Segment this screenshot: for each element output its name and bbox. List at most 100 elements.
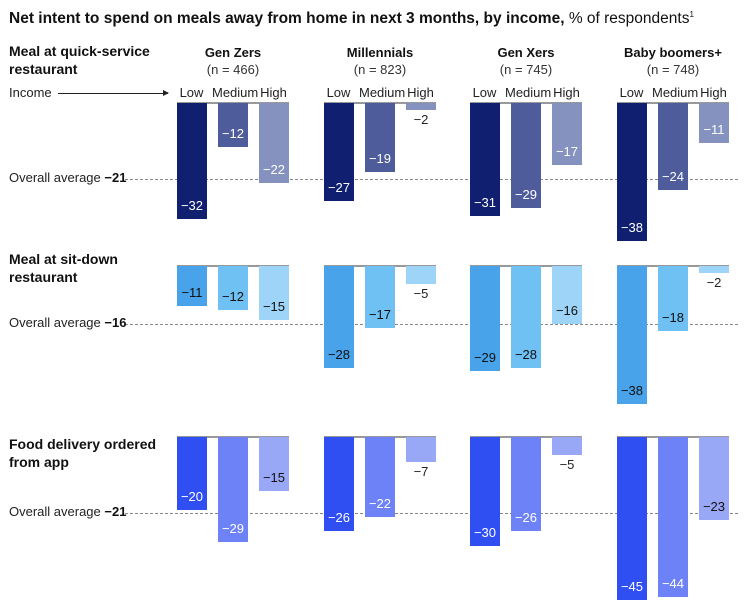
data-label: −17 <box>555 143 579 159</box>
panel-title: Meal at quick-service restaurant <box>9 43 150 77</box>
bar <box>699 437 729 521</box>
data-label: −28 <box>514 346 538 362</box>
panel-title: Meal at sit-down restaurant <box>9 251 118 285</box>
income-category-label: Medium <box>212 85 259 100</box>
average-label: Overall average −16 <box>9 315 127 331</box>
baseline <box>617 436 729 438</box>
bar <box>617 103 647 241</box>
chart-title: Net intent to spend on meals away from h… <box>9 10 694 28</box>
bar <box>552 266 582 325</box>
average-line <box>125 324 738 326</box>
bar <box>218 103 248 147</box>
data-label: −19 <box>368 150 392 166</box>
group-sample-size: (n = 823) <box>353 62 407 77</box>
bar <box>324 437 354 532</box>
group-sample-size: (n = 748) <box>646 62 700 77</box>
bar <box>259 266 289 321</box>
data-label: −16 <box>555 303 579 319</box>
group-name: Gen Xers <box>497 45 555 60</box>
bar <box>699 266 729 274</box>
baseline <box>617 265 729 267</box>
group-header: Gen Zers (n = 466) <box>168 44 298 78</box>
baseline <box>177 265 289 267</box>
bar <box>470 103 500 216</box>
data-label: −31 <box>473 194 497 210</box>
data-label: −38 <box>620 382 644 398</box>
bar <box>658 103 688 191</box>
data-label: −29 <box>514 187 538 203</box>
bar <box>699 103 729 143</box>
data-label: −7 <box>413 464 429 480</box>
baseline <box>324 265 436 267</box>
bar <box>552 437 582 456</box>
group-name: Baby boomers+ <box>624 45 722 60</box>
income-category-label: High <box>700 85 727 100</box>
average-line <box>125 513 738 515</box>
data-label: −18 <box>661 310 685 326</box>
group-header: Baby boomers+ (n = 748) <box>608 44 738 78</box>
income-category-label: Low <box>472 85 497 100</box>
data-label: −23 <box>702 499 726 515</box>
group-sample-size: (n = 745) <box>499 62 553 77</box>
baseline <box>470 436 582 438</box>
income-category-label: Medium <box>359 85 406 100</box>
data-label: −20 <box>180 488 204 504</box>
average-label: Overall average −21 <box>9 170 127 186</box>
data-label: −45 <box>620 579 644 595</box>
data-label: −12 <box>221 125 245 141</box>
bar <box>406 437 436 463</box>
data-label: −5 <box>413 286 429 302</box>
bar <box>365 103 395 172</box>
bar <box>365 266 395 328</box>
baseline <box>617 102 729 104</box>
group-header: Gen Xers (n = 745) <box>461 44 591 78</box>
baseline <box>470 102 582 104</box>
data-label: −26 <box>327 510 351 526</box>
data-label: −26 <box>514 510 538 526</box>
bar <box>324 266 354 368</box>
income-category-label: High <box>260 85 287 100</box>
bar <box>177 266 207 306</box>
group-sample-size: (n = 466) <box>206 62 260 77</box>
data-label: −27 <box>327 180 351 195</box>
data-label: −12 <box>221 288 245 304</box>
bar <box>259 103 289 183</box>
baseline <box>177 436 289 438</box>
data-label: −30 <box>473 524 497 540</box>
average-line <box>125 179 738 181</box>
bar <box>177 103 207 220</box>
bar <box>218 266 248 310</box>
bar <box>552 103 582 165</box>
bar <box>617 266 647 404</box>
bar <box>470 437 500 546</box>
data-label: −2 <box>706 275 722 291</box>
income-category-label: High <box>553 85 580 100</box>
panel-title: Food delivery ordered from app <box>9 436 157 470</box>
data-label: −11 <box>181 284 203 300</box>
group-name: Gen Zers <box>204 45 262 60</box>
bar <box>470 266 500 372</box>
arrow-right-icon <box>58 90 169 96</box>
bar <box>177 437 207 510</box>
data-label: −15 <box>262 470 286 486</box>
baseline <box>324 102 436 104</box>
data-label: −38 <box>620 219 644 235</box>
data-label: −24 <box>661 169 685 185</box>
bar <box>324 103 354 201</box>
baseline <box>177 102 289 104</box>
bar <box>218 437 248 543</box>
bar <box>365 437 395 517</box>
group-name: Millennials <box>346 45 414 60</box>
income-category-label: Low <box>179 85 204 100</box>
bar <box>617 437 647 601</box>
data-label: −29 <box>473 350 497 366</box>
bar <box>406 266 436 285</box>
data-label: −15 <box>262 299 286 315</box>
data-label: −17 <box>368 306 392 322</box>
data-label: −44 <box>661 575 685 591</box>
income-category-label: Medium <box>652 85 699 100</box>
bar <box>658 437 688 597</box>
data-label: −28 <box>327 346 351 362</box>
data-label: −22 <box>262 161 286 177</box>
bar <box>511 103 541 209</box>
